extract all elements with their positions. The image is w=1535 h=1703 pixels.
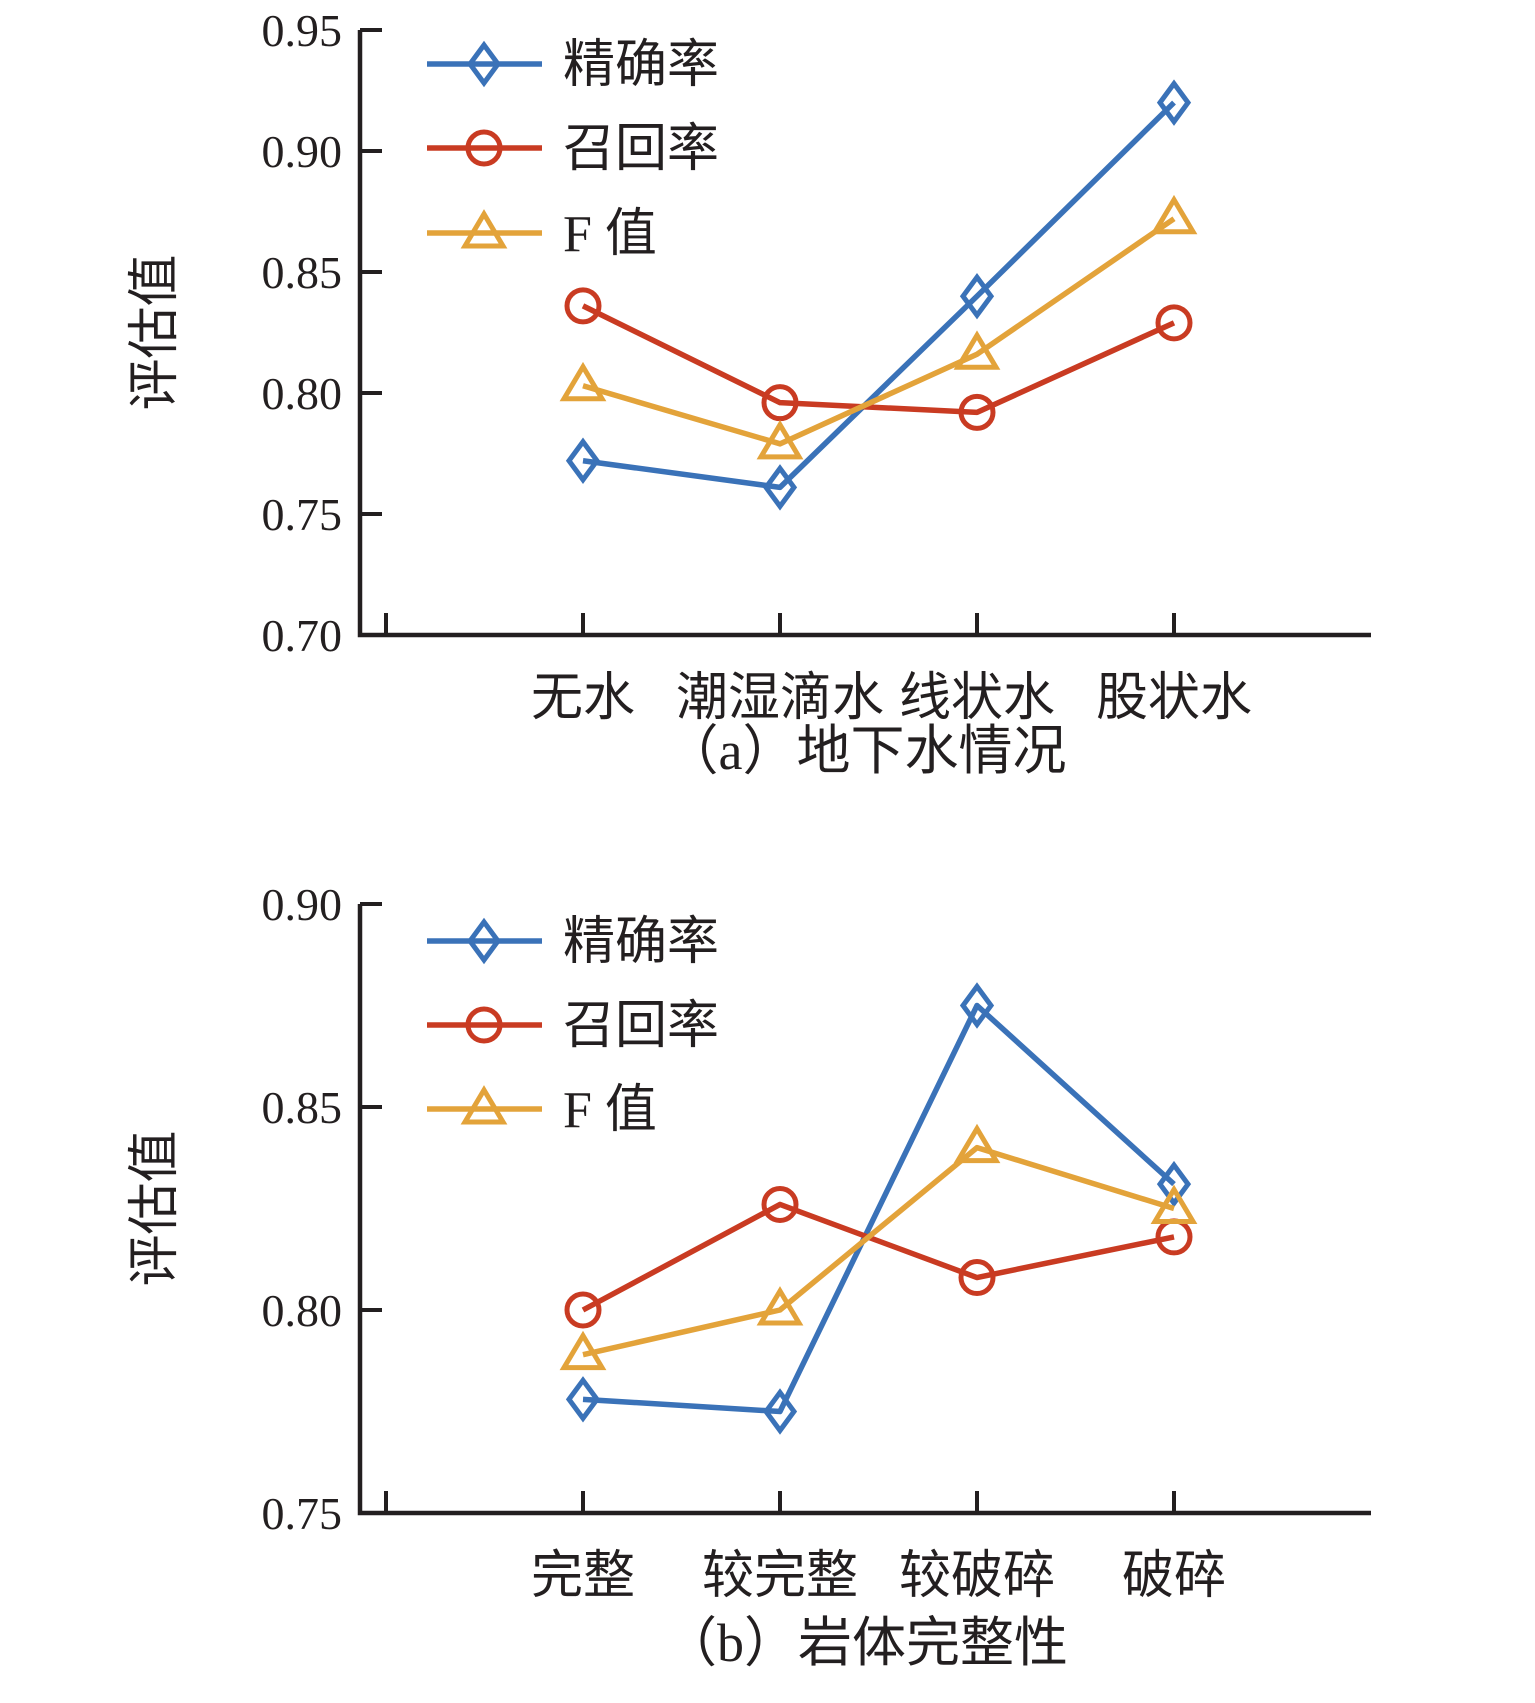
- legend-diamond-icon: [466, 40, 502, 88]
- series-1-marker-circle-icon: [564, 1291, 602, 1329]
- legend-item: 召回率: [427, 998, 719, 1055]
- series-0-marker-diamond-icon: [1156, 1160, 1192, 1208]
- chart-caption: （a）地下水情况: [665, 721, 1067, 781]
- y-tick-label: 0.80: [262, 1285, 343, 1336]
- series-1-marker-circle-icon: [1155, 304, 1193, 342]
- legend-diamond-icon: [466, 917, 502, 965]
- y-axis-title: 评估值: [127, 1130, 184, 1286]
- y-tick-label: 0.75: [262, 489, 343, 540]
- legend-item: F 值: [427, 1082, 657, 1139]
- y-tick-label: 0.95: [262, 5, 343, 56]
- series-1-marker-circle-icon: [761, 1185, 799, 1223]
- legend-circle-icon: [465, 1006, 503, 1044]
- series-0-line: [582, 1002, 1176, 1415]
- chart-groundwater: 0.70 0.75 0.80 0.85 0.90 0.95 无水 潮湿滴水 线状水 股状水 精确率召…: [127, 5, 1371, 781]
- legend-label: 精确率: [563, 37, 719, 94]
- series-2-marker-triangle-icon: [559, 1330, 607, 1371]
- x-category-label: 潮湿滴水: [676, 670, 884, 727]
- axes: [357, 30, 1371, 638]
- series-1-marker-circle-icon: [761, 384, 799, 422]
- series-2-marker-triangle-icon: [756, 1286, 804, 1326]
- y-tick-label: 0.70: [262, 610, 343, 661]
- series-2-marker-triangle-icon: [953, 330, 1001, 370]
- legend-item: 精确率: [427, 914, 719, 971]
- legend-label: 精确率: [563, 914, 719, 971]
- legend-circle-icon: [465, 129, 503, 167]
- series-1-marker-circle-icon: [958, 1259, 996, 1297]
- series-2-line: [582, 216, 1176, 447]
- x-category-label: 股状水: [1096, 670, 1252, 727]
- y-tick-label: 0.90: [262, 126, 343, 177]
- series-0-marker-diamond-icon: [565, 1376, 601, 1423]
- legend-triangle-icon: [460, 1085, 508, 1125]
- series-0-marker-diamond-icon: [762, 464, 798, 511]
- series-0-marker-diamond-icon: [959, 982, 995, 1029]
- x-category-label: 完整: [531, 1548, 635, 1605]
- series-0-marker-diamond-icon: [1156, 79, 1192, 126]
- series-2-marker-triangle-icon: [953, 1123, 1001, 1164]
- legend-label: F 值: [563, 1082, 657, 1139]
- series-1-line: [581, 1201, 1175, 1313]
- y-tick-label: 0.85: [262, 1082, 343, 1133]
- series-0-marker-diamond-icon: [762, 1388, 798, 1435]
- legend-label: 召回率: [563, 998, 719, 1055]
- series-2-line: [582, 1144, 1175, 1358]
- y-tick-label: 0.85: [262, 247, 343, 298]
- series-1-line: [581, 303, 1176, 416]
- legend-label: F 值: [563, 206, 657, 263]
- x-category-label: 较完整: [702, 1548, 858, 1605]
- x-category-label: 无水: [531, 670, 635, 727]
- y-tick-label: 0.80: [262, 368, 343, 419]
- legend-label: 召回率: [563, 121, 719, 178]
- x-category-label: 线状水: [899, 670, 1055, 727]
- legend-item: 精确率: [427, 37, 719, 94]
- x-category-label: 较破碎: [899, 1548, 1055, 1605]
- legend-item: F 值: [427, 206, 657, 263]
- series-2-marker-triangle-icon: [559, 361, 607, 402]
- series-1-marker-circle-icon: [958, 393, 996, 431]
- legend-item: 召回率: [427, 121, 719, 178]
- series-2-marker-triangle-icon: [1150, 194, 1198, 235]
- chart-caption: （b）岩体完整性: [663, 1613, 1068, 1673]
- y-axis-title: 评估值: [127, 254, 184, 410]
- legend-triangle-icon: [460, 209, 508, 249]
- series-0-line: [582, 100, 1176, 491]
- series-2-marker-triangle-icon: [756, 419, 804, 460]
- series-0-marker-diamond-icon: [565, 437, 601, 484]
- x-category-label: 破碎: [1122, 1548, 1226, 1605]
- y-tick-label: 0.75: [262, 1488, 343, 1539]
- series-1-marker-circle-icon: [564, 287, 602, 325]
- axes: [357, 904, 1371, 1516]
- series-0-marker-diamond-icon: [959, 272, 995, 320]
- series-2-marker-triangle-icon: [1150, 1184, 1198, 1224]
- y-tick-label: 0.90: [262, 879, 343, 930]
